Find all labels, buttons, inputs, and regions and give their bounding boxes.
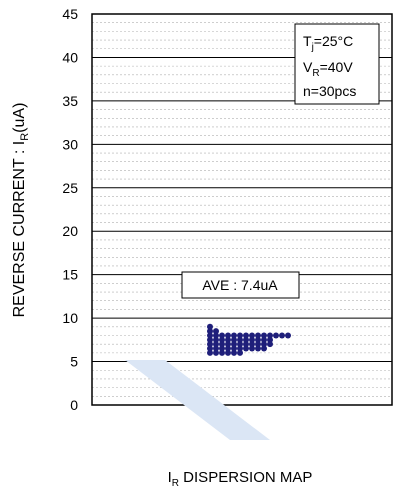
data-points xyxy=(207,323,291,356)
data-point xyxy=(225,345,231,352)
data-point xyxy=(267,341,273,348)
data-point xyxy=(285,332,291,339)
y-tick-labels: 45 40 35 30 25 20 15 10 5 0 xyxy=(62,6,78,413)
data-point xyxy=(207,336,213,343)
data-point xyxy=(261,341,267,348)
y-tick-label: 40 xyxy=(62,49,78,65)
data-point xyxy=(243,345,249,352)
data-point xyxy=(225,349,231,356)
data-point xyxy=(237,345,243,352)
y-tick-label: 35 xyxy=(62,93,78,109)
data-point xyxy=(207,349,213,356)
caption: IR DISPERSION MAP xyxy=(168,469,313,489)
y-tick-label: 5 xyxy=(70,354,78,370)
condition-temperature: Tj=25°C xyxy=(303,33,353,53)
data-point xyxy=(237,332,243,339)
data-point xyxy=(279,332,285,339)
data-point xyxy=(207,332,213,339)
data-point xyxy=(219,341,225,348)
data-point xyxy=(255,336,261,343)
data-point xyxy=(261,336,267,343)
y-tick-label: 0 xyxy=(70,397,78,413)
data-point xyxy=(231,332,237,339)
data-point xyxy=(243,332,249,339)
data-point xyxy=(231,341,237,348)
data-point xyxy=(261,332,267,339)
data-point xyxy=(267,336,273,343)
y-axis-label: REVERSE CURRENT : IR(uA) xyxy=(11,103,31,318)
data-point xyxy=(213,345,219,352)
data-point xyxy=(225,341,231,348)
average-label: AVE : 7.4uA xyxy=(202,277,278,293)
average-label-box: AVE : 7.4uA xyxy=(181,271,300,299)
data-point xyxy=(213,332,219,339)
data-point xyxy=(219,336,225,343)
y-tick-label: 45 xyxy=(62,6,78,22)
data-point xyxy=(219,345,225,352)
data-point xyxy=(225,332,231,339)
data-point xyxy=(213,336,219,343)
data-point xyxy=(219,332,225,339)
data-point xyxy=(255,345,261,352)
data-point xyxy=(237,341,243,348)
data-point xyxy=(213,328,219,335)
data-point xyxy=(273,332,279,339)
data-point xyxy=(213,349,219,356)
data-point xyxy=(261,345,267,352)
data-point xyxy=(207,345,213,352)
data-point xyxy=(225,336,231,343)
data-point xyxy=(207,341,213,348)
conditions-box: Tj=25°C VR=40V n=30pcs xyxy=(294,23,380,105)
data-point xyxy=(213,341,219,348)
data-point xyxy=(243,341,249,348)
data-point xyxy=(231,336,237,343)
data-point xyxy=(237,336,243,343)
data-point xyxy=(267,332,273,339)
y-tick-label: 30 xyxy=(62,136,78,152)
condition-voltage: VR=40V xyxy=(303,59,353,79)
data-point xyxy=(237,349,243,356)
data-point xyxy=(255,341,261,348)
data-point xyxy=(207,323,213,330)
data-point xyxy=(249,345,255,352)
y-tick-label: 25 xyxy=(62,180,78,196)
y-tick-label: 10 xyxy=(62,310,78,326)
y-tick-label: 15 xyxy=(62,267,78,283)
data-point xyxy=(255,332,261,339)
data-point xyxy=(249,332,255,339)
data-point xyxy=(249,336,255,343)
data-point xyxy=(207,328,213,335)
data-point xyxy=(249,341,255,348)
y-tick-label: 20 xyxy=(62,223,78,239)
data-point xyxy=(231,345,237,352)
data-point xyxy=(243,336,249,343)
condition-sample-count: n=30pcs xyxy=(303,83,356,99)
data-point xyxy=(231,349,237,356)
data-point xyxy=(219,349,225,356)
